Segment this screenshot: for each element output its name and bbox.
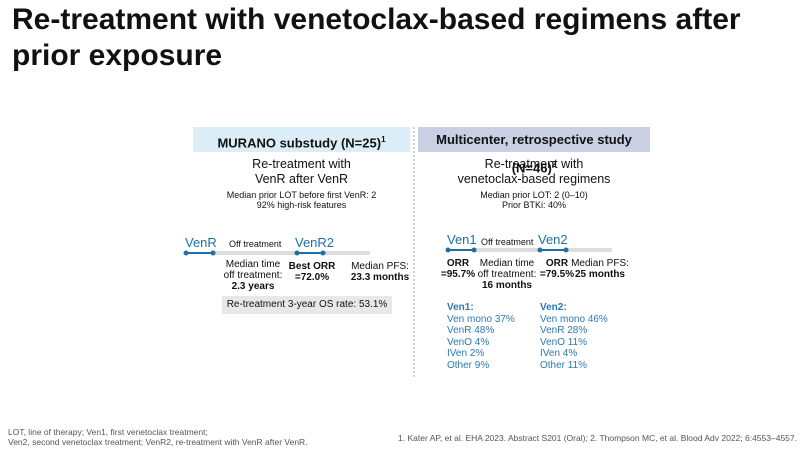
stat-line: 25 months <box>574 269 625 280</box>
stat-line: Best ORR <box>288 261 336 272</box>
left-header: MURANO substudy (N=25)1 <box>193 127 410 152</box>
list: Ven1: Ven mono 37% VenR 48% VenO 4% IVen… <box>447 302 515 371</box>
list-item: Ven mono 46% <box>540 313 608 325</box>
stat-line: =79.5% <box>539 269 575 280</box>
list-item: VenO 4% <box>447 336 490 348</box>
subtitle-line: VenR after VenR <box>254 172 349 186</box>
stat: Median PFS: 25 months <box>571 258 629 280</box>
detail-line: Median prior LOT before first VenR: 2 <box>226 190 377 200</box>
timeline-end: VenR2 <box>295 235 335 250</box>
timeline-gap: Off treatment <box>229 239 282 249</box>
left-subtitle: Re-treatment with VenR after VenR <box>193 157 410 187</box>
stat-line: off treatment: <box>223 270 283 281</box>
slide-title: Re-treatment with venetoclax-based regim… <box>12 3 741 72</box>
footnotes: LOT, line of therapy; Ven1, first veneto… <box>8 427 308 447</box>
list-item: IVen 2% <box>447 348 485 359</box>
right-header: Multicenter, retrospective study (N=46)2 <box>418 127 650 175</box>
header-text: Multicenter, retrospective study (N=46) <box>436 132 632 176</box>
stat-line: 23.3 months <box>350 272 410 283</box>
header-ref: 1 <box>381 135 386 144</box>
list-item: VenR 48% <box>447 325 495 336</box>
detail-line: 92% high-risk features <box>256 200 347 210</box>
left-details: Median prior LOT before first VenR: 2 92… <box>193 190 410 210</box>
list-heading: Ven1: <box>447 302 474 313</box>
list-item: VenR 28% <box>540 325 588 336</box>
list-item: Ven mono 37% <box>447 313 515 325</box>
stat: Median time off treatment: 16 months <box>478 258 537 291</box>
footnote: Ven2, second venetoclax treatment; VenR2… <box>8 437 308 447</box>
timeline-start: VenR <box>185 235 217 250</box>
stat-line: =95.7% <box>440 269 476 280</box>
stat-line: Median PFS: <box>351 261 409 272</box>
stat-line: Median time <box>479 258 535 269</box>
stat-line: =72.0% <box>294 272 330 283</box>
right-subtitle: Re-treatment with venetoclax-based regim… <box>418 157 650 187</box>
subtitle-line: Re-treatment with <box>484 157 584 171</box>
list-heading: Ven2: <box>540 302 567 313</box>
footnote: LOT, line of therapy; Ven1, first veneto… <box>8 427 208 437</box>
detail-line: Median prior LOT: 2 (0–10) <box>480 190 588 200</box>
subtitle-line: Re-treatment with <box>252 157 351 171</box>
references: 1. Kater AP, et al. EHA 2023. Abstract S… <box>398 433 797 443</box>
right-details: Median prior LOT: 2 (0–10) Prior BTKi: 4… <box>418 190 650 210</box>
stat-line: Median time <box>225 259 281 270</box>
stat: Median time off treatment: 2.3 years <box>224 259 283 292</box>
stat-line: ORR <box>545 258 569 269</box>
right-timeline <box>445 247 612 253</box>
stat: ORR =79.5% <box>540 258 574 280</box>
list-item: Other 9% <box>447 359 490 371</box>
stat-line: 2.3 years <box>231 281 275 292</box>
stat-line: off treatment: <box>477 269 537 280</box>
stat-line: 16 months <box>481 280 532 291</box>
header-ref: 2 <box>551 160 557 169</box>
stat: Best ORR =72.0% <box>289 261 336 283</box>
timeline-end: Ven2 <box>538 232 568 247</box>
stat-line: ORR <box>446 258 470 269</box>
list-item: VenO 11% <box>540 336 588 348</box>
stat: Median PFS: 23.3 months <box>351 261 409 283</box>
list: Ven2: Ven mono 46% VenR 28% VenO 11% IVe… <box>540 302 608 371</box>
list-item: IVen 4% <box>540 348 578 359</box>
left-timeline <box>183 250 370 256</box>
stat-line: Median PFS: <box>571 258 629 269</box>
subtitle-line: venetoclax-based regimens <box>457 172 611 186</box>
stat: ORR =95.7% <box>441 258 475 280</box>
timeline-gap: Off treatment <box>481 237 534 247</box>
header-text: MURANO substudy (N=25) <box>217 135 382 151</box>
list-item: Other 11% <box>540 359 588 371</box>
timeline-start: Ven1 <box>447 232 477 247</box>
detail-line: Prior BTKi: 40% <box>501 200 567 210</box>
os-box: Re-treatment 3-year OS rate: 53.1% <box>222 296 392 314</box>
